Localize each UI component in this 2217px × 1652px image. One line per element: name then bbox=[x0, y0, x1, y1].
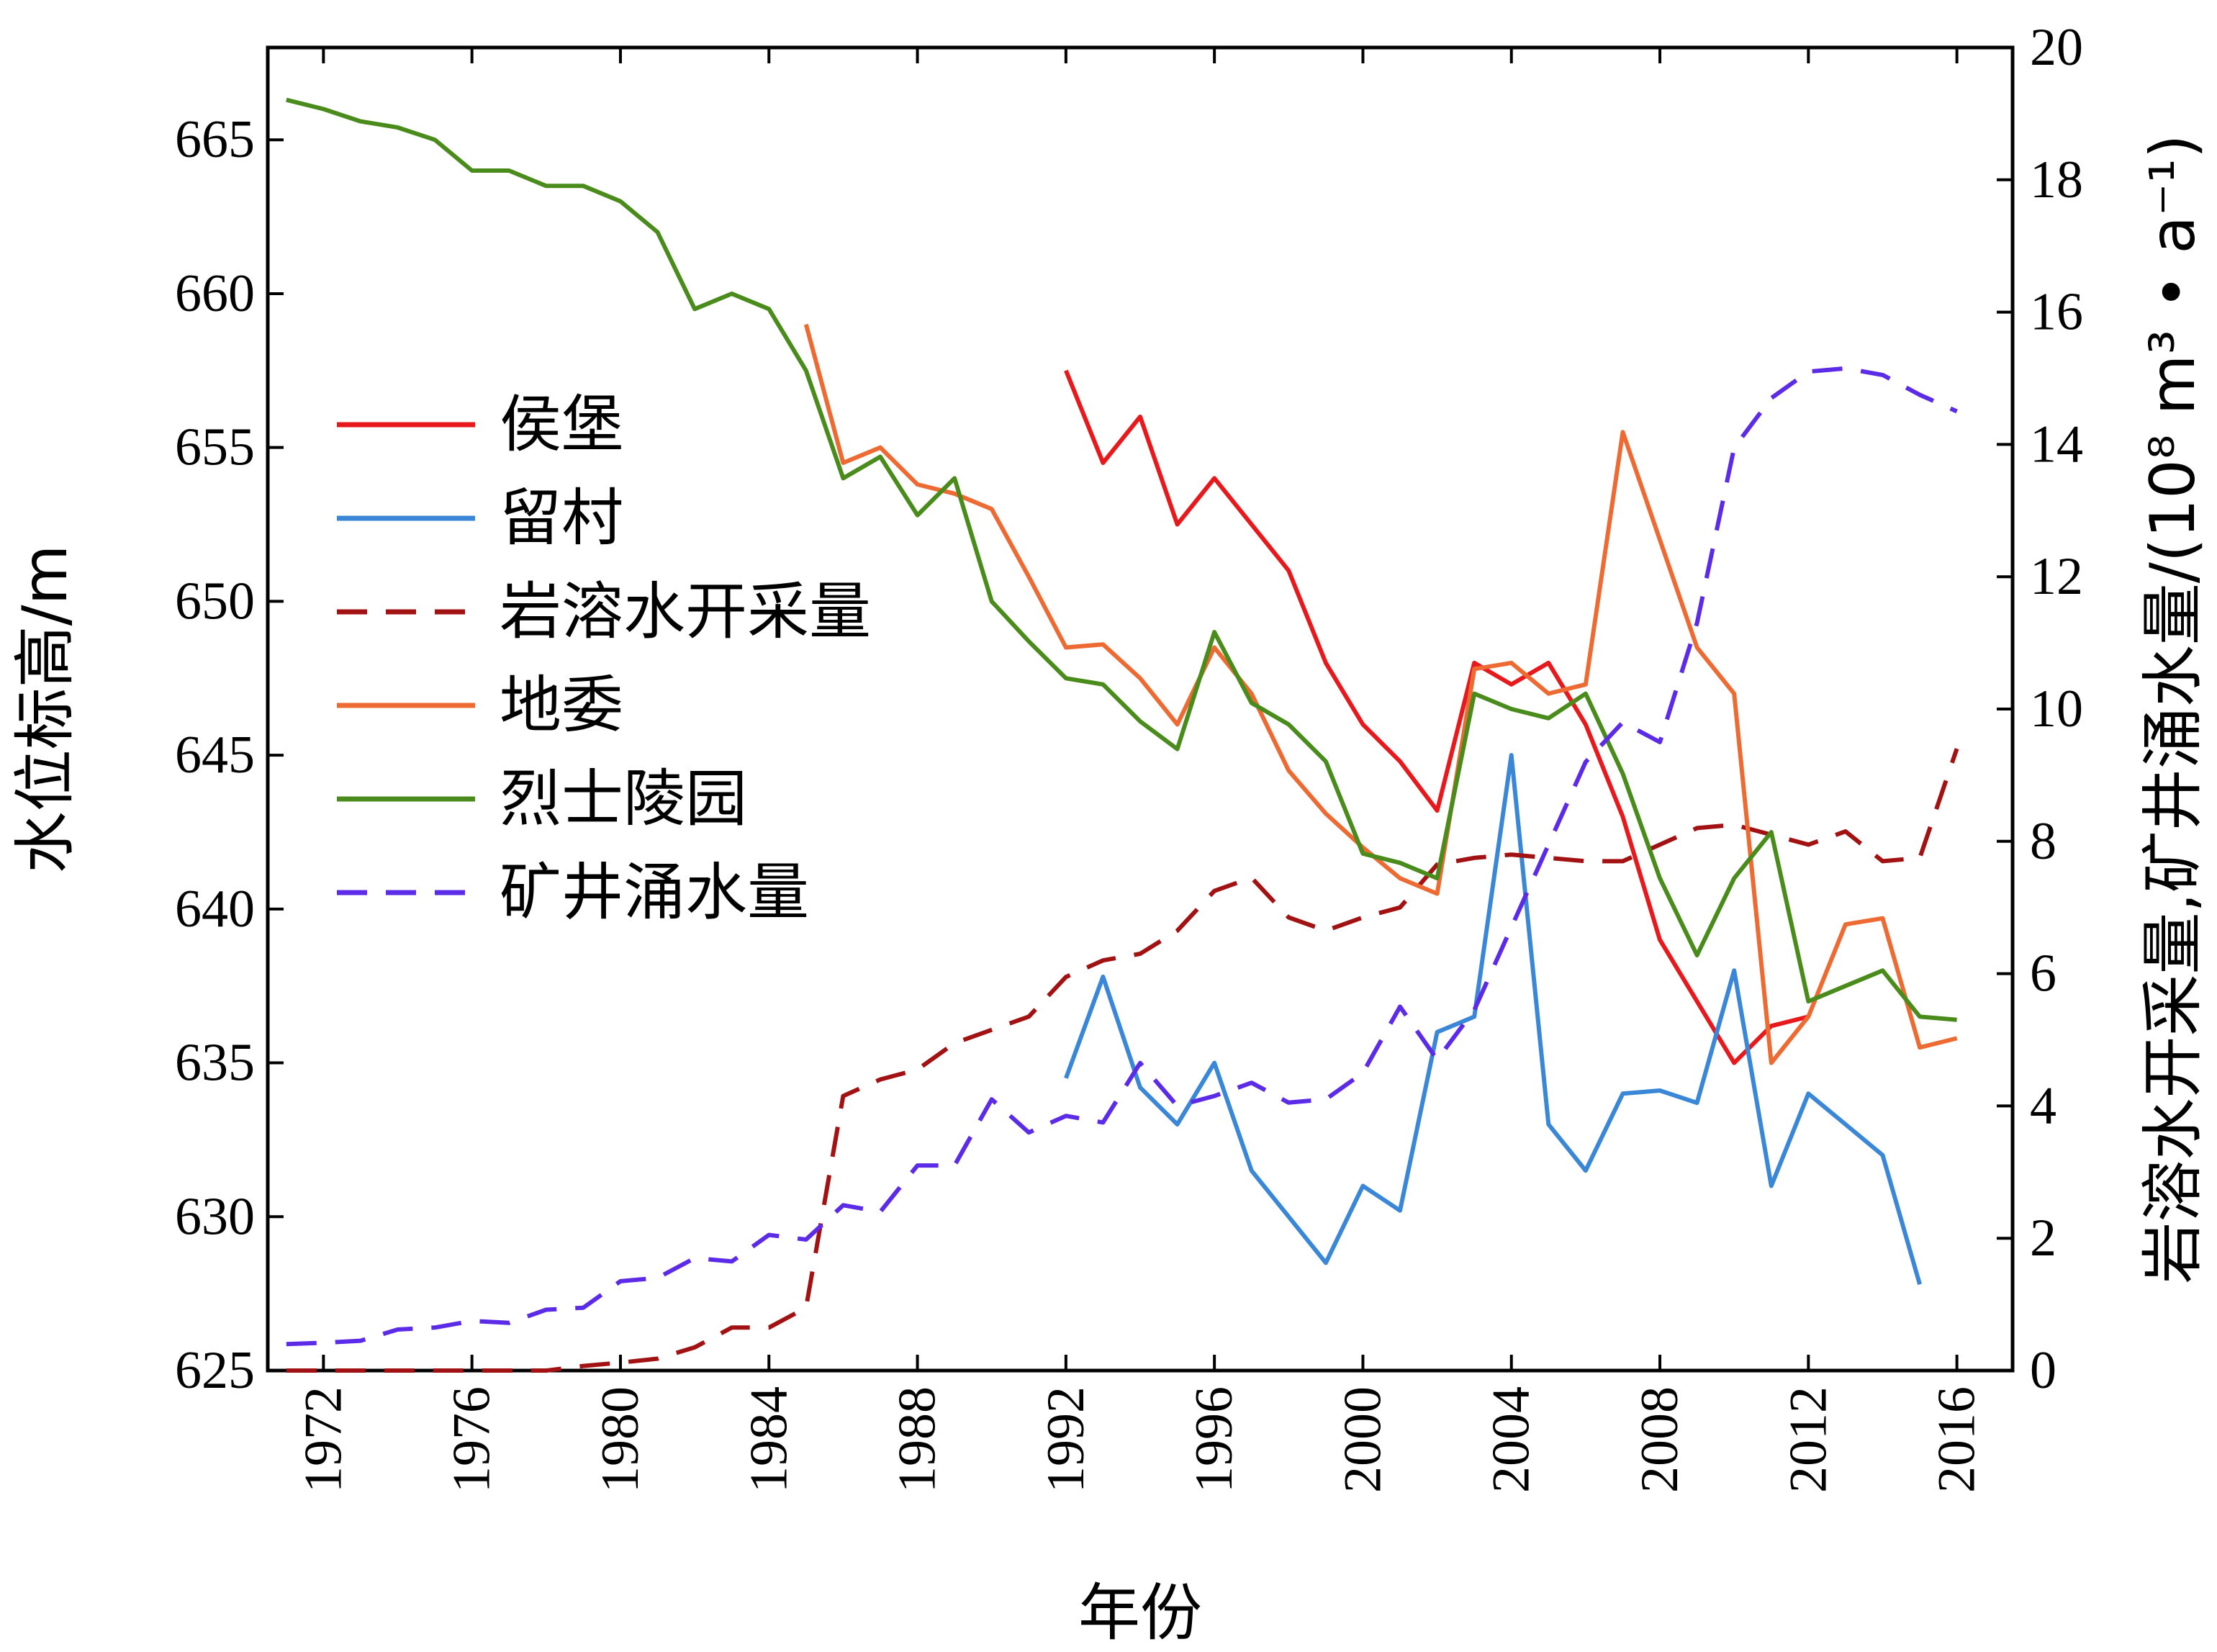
x-tick-label-2004: 2004 bbox=[1482, 1386, 1541, 1493]
y-axis-title-left: 水位标高/m bbox=[9, 545, 81, 874]
y-left-tick-label-625: 625 bbox=[175, 1341, 255, 1400]
x-tick-label-1980: 1980 bbox=[591, 1386, 650, 1493]
y-right-tick-label-8: 8 bbox=[2030, 812, 2056, 871]
y-left-tick-label-640: 640 bbox=[175, 880, 255, 939]
y-right-tick-label-10: 10 bbox=[2030, 680, 2083, 739]
y-right-tick-label-18: 18 bbox=[2030, 150, 2083, 209]
legend-label-2: 岩溶水开采量 bbox=[500, 576, 871, 648]
y-right-tick-label-20: 20 bbox=[2030, 18, 2083, 77]
x-tick-label-2008: 2008 bbox=[1630, 1386, 1689, 1493]
x-tick-label-1996: 1996 bbox=[1185, 1386, 1244, 1493]
y-left-tick-label-665: 665 bbox=[175, 110, 255, 169]
y-left-tick-label-660: 660 bbox=[175, 264, 255, 323]
series-line-3 bbox=[803, 323, 1958, 1065]
y-left-tick-label-655: 655 bbox=[175, 418, 255, 477]
legend-label-4: 烈士陵园 bbox=[500, 763, 747, 835]
y-left-tick-label-650: 650 bbox=[175, 572, 255, 631]
y-left-tick-label-635: 635 bbox=[175, 1034, 255, 1093]
y-left-tick-label-630: 630 bbox=[175, 1187, 255, 1246]
axes-layer: 1972 1976 1980 1984 1988 1992 1996 2000 2004 2008… bbox=[175, 18, 2083, 1493]
y-left-tick-label-645: 645 bbox=[175, 726, 255, 785]
series-line-0 bbox=[1064, 369, 1810, 1065]
legend-label-0: 侯堡 bbox=[500, 389, 623, 461]
y-axis-title-right: 岩溶水开采量,矿井涌水量/(10⁸ m³ • a⁻¹) bbox=[2137, 135, 2209, 1284]
x-axis-title: 年份 bbox=[1078, 1577, 1202, 1649]
series-line-1 bbox=[1064, 753, 1922, 1286]
y-right-tick-label-4: 4 bbox=[2030, 1076, 2056, 1135]
y-right-tick-label-12: 12 bbox=[2030, 547, 2083, 606]
y-right-tick-label-6: 6 bbox=[2030, 944, 2056, 1003]
x-tick-label-1988: 1988 bbox=[888, 1386, 947, 1493]
y-right-tick-label-2: 2 bbox=[2030, 1209, 2056, 1268]
x-tick-label-1976: 1976 bbox=[443, 1386, 502, 1493]
legend-label-1: 留村 bbox=[500, 482, 623, 554]
y-right-tick-label-16: 16 bbox=[2030, 283, 2083, 342]
legend-label-5: 矿井涌水量 bbox=[500, 857, 809, 929]
y-right-tick-label-14: 14 bbox=[2030, 415, 2083, 474]
y-right-tick-label-0: 0 bbox=[2030, 1341, 2056, 1400]
x-tick-label-1972: 1972 bbox=[294, 1386, 353, 1493]
x-tick-label-2016: 2016 bbox=[1928, 1386, 1987, 1493]
series-line-4 bbox=[286, 97, 1957, 1022]
x-tick-label-2012: 2012 bbox=[1779, 1386, 1838, 1493]
x-tick-label-1984: 1984 bbox=[739, 1386, 798, 1493]
x-tick-label-2000: 2000 bbox=[1333, 1386, 1392, 1493]
x-tick-label-1992: 1992 bbox=[1037, 1386, 1096, 1493]
legend-label-3: 地委 bbox=[500, 669, 623, 741]
series-layer bbox=[286, 97, 1959, 1373]
